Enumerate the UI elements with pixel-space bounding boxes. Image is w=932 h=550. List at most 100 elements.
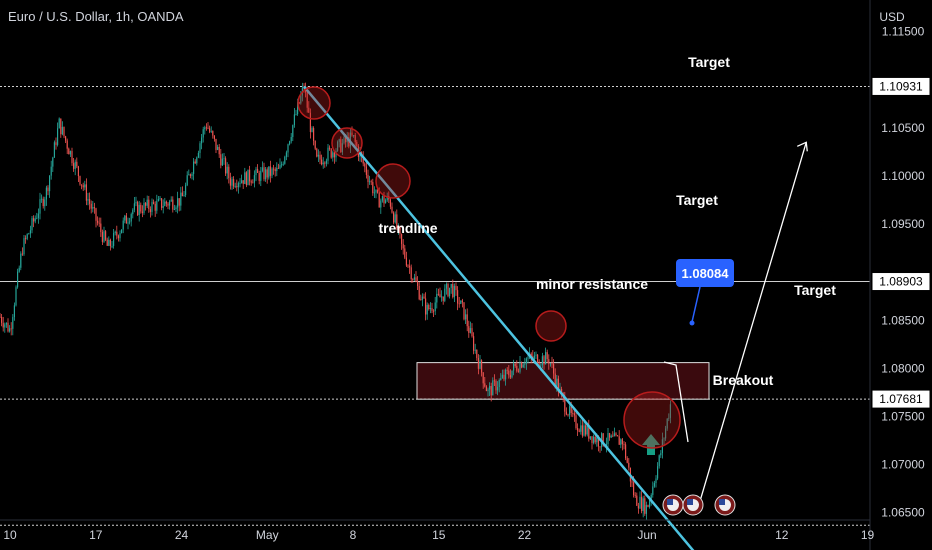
candle-body — [257, 168, 259, 173]
candle-body — [132, 209, 134, 215]
candle-body — [423, 296, 425, 299]
candle-body — [18, 267, 20, 272]
candle-body — [439, 294, 441, 298]
candle-body — [612, 435, 614, 437]
candle-body — [658, 455, 660, 467]
candle-body — [71, 151, 73, 164]
candle-body — [578, 430, 580, 432]
candle-body — [127, 222, 129, 224]
candle-body — [533, 355, 535, 360]
price-line-tag-label: 1.10931 — [879, 79, 923, 93]
candle-body — [345, 136, 347, 143]
candle-body — [377, 189, 379, 193]
candle-body — [100, 223, 102, 233]
candle-body — [178, 198, 180, 206]
candle-body — [455, 285, 457, 291]
candle-body — [557, 378, 559, 393]
candle-body — [495, 380, 497, 391]
candle-body — [196, 157, 198, 164]
candle-body — [108, 239, 110, 246]
y-tick-label: 1.07500 — [881, 410, 925, 424]
candle-body — [428, 305, 430, 310]
candle-body — [34, 218, 36, 222]
candle-body — [298, 102, 300, 104]
candle-body — [543, 356, 545, 365]
candle-body — [121, 229, 123, 234]
candle-body — [631, 481, 633, 483]
touch-circle — [623, 391, 681, 449]
price-path-line — [663, 361, 689, 443]
candle-body — [383, 196, 385, 204]
candle-body — [425, 298, 427, 315]
candle-body — [521, 362, 523, 368]
candle-body — [343, 136, 345, 144]
candle-body — [386, 195, 388, 201]
candle-body — [580, 425, 582, 432]
price-tag-label: 1.08084 — [682, 266, 730, 281]
candle-body — [28, 233, 30, 235]
candle-body — [135, 202, 137, 204]
candle-body — [247, 169, 249, 186]
candle-body — [183, 195, 185, 197]
candle-body — [511, 370, 513, 378]
candle-body — [90, 203, 92, 209]
candle-body — [610, 435, 612, 438]
candle-body — [164, 201, 166, 207]
candle-body — [274, 169, 276, 172]
candle-body — [626, 458, 628, 463]
candle-body — [66, 140, 68, 149]
candle-body — [436, 293, 438, 303]
candle-body — [87, 199, 89, 201]
candle-body — [463, 302, 465, 320]
candle-body — [145, 202, 147, 206]
candle-body — [0, 316, 1, 318]
candle-body — [98, 222, 100, 224]
candle-body — [57, 128, 59, 145]
candle-body — [293, 114, 295, 126]
candle-body — [213, 135, 215, 139]
us-flag-canton — [719, 499, 725, 505]
candle-body — [231, 179, 233, 186]
projection-arrow — [695, 142, 807, 515]
candle-body — [669, 404, 671, 418]
price-tag-connector — [691, 286, 701, 323]
candle-body — [647, 505, 649, 507]
candle-body — [527, 357, 529, 359]
candle-body — [418, 285, 420, 300]
candle-body — [154, 203, 156, 211]
candle-body — [317, 154, 319, 157]
candle-body — [151, 202, 153, 212]
annotation-label: minor resistance — [536, 276, 648, 292]
candle-body — [265, 169, 267, 180]
candle-body — [258, 172, 260, 181]
candle-body — [252, 182, 254, 184]
candle-body — [218, 146, 220, 155]
candle-body — [609, 433, 611, 438]
price-line-tag-label: 1.08903 — [879, 275, 923, 289]
candle-body — [514, 363, 516, 366]
candle-body — [205, 127, 207, 129]
candle-body — [417, 281, 419, 286]
candle-body — [165, 201, 167, 204]
candle-body — [524, 363, 526, 365]
candle-body — [23, 238, 25, 255]
candle-body — [380, 200, 382, 208]
candle-body — [101, 232, 103, 242]
candle-body — [513, 363, 515, 371]
candle-body — [117, 235, 119, 239]
price-line-tag — [871, 389, 931, 409]
candle-body — [554, 373, 556, 386]
candle-body — [660, 453, 662, 456]
candle-body — [553, 363, 555, 374]
candle-body — [281, 164, 283, 166]
candle-body — [255, 168, 257, 176]
candle-body — [122, 220, 124, 230]
candle-body — [450, 284, 452, 288]
candle-body — [233, 179, 235, 187]
candle-body — [338, 139, 340, 142]
candle-body — [300, 95, 302, 104]
candle-body — [452, 284, 454, 298]
candle-body — [249, 169, 251, 182]
candle-body — [25, 238, 27, 239]
candle-body — [111, 245, 113, 247]
